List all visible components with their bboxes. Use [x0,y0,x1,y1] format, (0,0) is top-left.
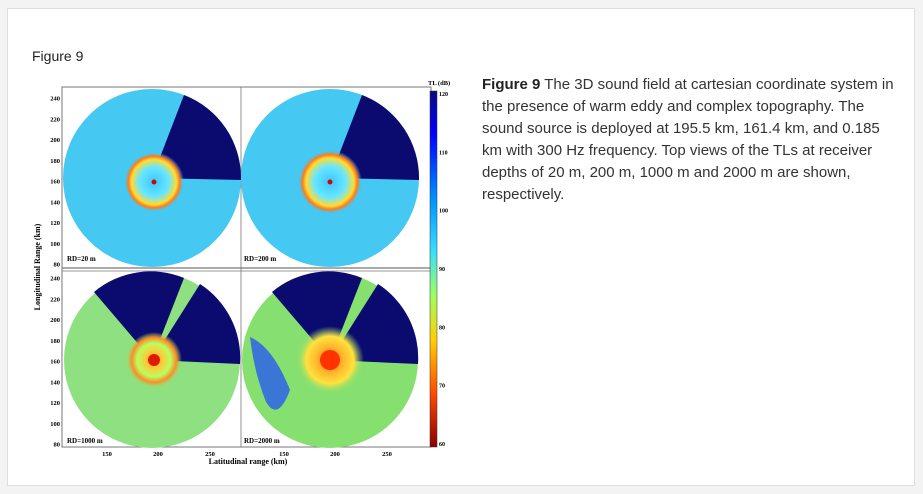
y-tick-top-100: 100 [50,241,60,248]
y-tick-top-180: 180 [50,158,60,165]
y-tick-bottom-80: 80 [54,442,61,449]
article-figure-card: Figure 9 [7,8,915,486]
y-tick-top-200: 200 [50,137,60,144]
y-axis-label: Longitudinal Range (km) [33,223,42,310]
y-axis-ticks-top: 240 220 200 180 160 140 120 100 80 [50,96,60,269]
y-axis-ticks-bottom: 240 220 200 180 160 140 120 100 80 [50,276,60,449]
panel-rd-1000m: RD=1000 m [64,271,241,448]
figure-image[interactable]: RD=20 m RD=200 m RD=1000 m [28,72,472,474]
tl-heatmap-figure: RD=20 m RD=200 m RD=1000 m [33,80,450,466]
x-axis-label: Latitudinal range (km) [209,457,288,466]
panel-label-rd200: RD=200 m [244,255,276,263]
y-tick-bottom-120: 120 [50,400,60,407]
x-tick-3: 150 [279,451,289,458]
caption-text: The 3D sound field at cartesian coordina… [482,76,894,203]
y-tick-bottom-160: 160 [50,359,60,366]
panel-rd-20m: RD=20 m [63,89,242,267]
y-tick-bottom-180: 180 [50,338,60,345]
panel-label-rd1000: RD=1000 m [67,437,103,445]
colorbar-title: TL (dB) [428,80,450,87]
colorbar-tick-70: 70 [439,384,445,390]
y-tick-bottom-140: 140 [50,379,60,386]
colorbar-tick-100: 100 [439,209,448,215]
x-tick-1: 200 [153,451,163,458]
figure-label: Figure 9 [32,48,84,64]
panel-rd-2000m: RD=2000 m [242,271,419,448]
x-tick-0: 150 [102,451,112,458]
x-tick-4: 200 [330,451,340,458]
y-tick-top-120: 120 [50,220,60,227]
colorbar-tick-90: 90 [439,267,445,273]
y-tick-top-240: 240 [50,96,60,103]
colorbar-tick-110: 110 [439,150,448,156]
colorbar [429,90,438,448]
caption-label: Figure 9 [482,76,541,93]
panel-rd-200m: RD=200 m [241,89,420,267]
colorbar-ticks: 120 110 100 90 80 70 60 [439,92,448,448]
x-tick-2: 250 [205,451,215,458]
y-tick-bottom-240: 240 [50,276,60,283]
y-tick-top-160: 160 [50,179,60,186]
panel-label-rd2000: RD=2000 m [244,437,280,445]
y-tick-bottom-100: 100 [50,421,60,428]
colorbar-tick-120: 120 [439,92,448,98]
x-axis-ticks: 150 200 250 150 200 250 [102,451,392,458]
colorbar-tick-60: 60 [439,442,445,448]
x-tick-5: 250 [382,451,392,458]
y-tick-top-140: 140 [50,199,60,206]
figure-caption: Figure 9 The 3D sound field at cartesian… [482,74,897,206]
y-tick-bottom-200: 200 [50,317,60,324]
y-tick-top-80: 80 [54,262,61,269]
y-tick-top-220: 220 [50,116,60,123]
colorbar-tick-80: 80 [439,325,445,331]
y-tick-bottom-220: 220 [50,296,60,303]
panel-label-rd20: RD=20 m [67,255,96,263]
